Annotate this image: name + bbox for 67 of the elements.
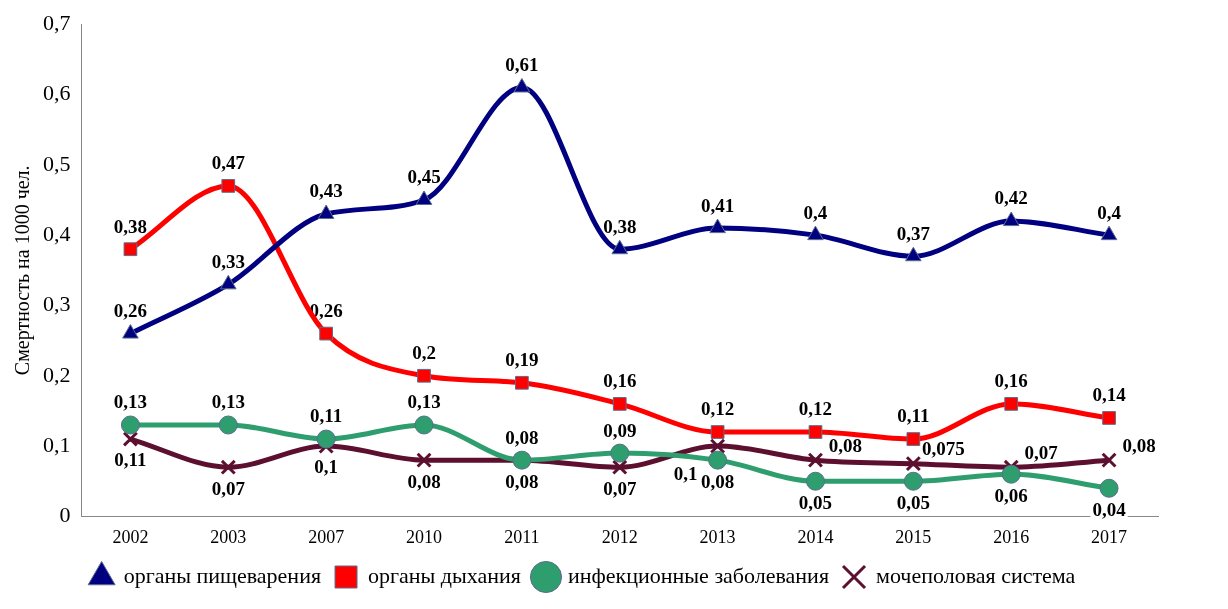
- x-tick-label: 2015: [895, 526, 932, 547]
- data-label: 0,16: [994, 370, 1028, 392]
- data-label: 0,07: [1024, 441, 1059, 463]
- y-axis-title: Смертность на 1000 чел.: [11, 165, 35, 376]
- data-label: 0,33: [211, 250, 245, 272]
- x-tick-label: 2010: [406, 526, 443, 547]
- data-label: 0,11: [897, 405, 930, 427]
- data-label: 0,07: [211, 477, 246, 499]
- y-tick-label: 0,1: [43, 431, 71, 457]
- data-label: 0,1: [673, 463, 698, 485]
- data-label: 0,08: [505, 426, 539, 448]
- data-label: 0,38: [113, 215, 148, 237]
- data-label: 0,37: [896, 222, 931, 244]
- data-label: 0,43: [309, 180, 343, 202]
- x-tick-label: 2003: [210, 526, 247, 547]
- data-label: 0,13: [407, 391, 441, 413]
- legend-label: органы дыхания: [368, 562, 521, 588]
- data-label: 0,05: [798, 491, 833, 513]
- x-tick-label: 2007: [308, 526, 345, 547]
- data-label: 0,075: [921, 438, 965, 460]
- data-label: 0,42: [994, 187, 1028, 209]
- data-label: 0,12: [700, 398, 735, 420]
- data-label: 0,12: [798, 398, 833, 420]
- data-label: 0,26: [113, 299, 148, 321]
- data-label: 0,09: [603, 419, 637, 441]
- data-label: 0,11: [310, 405, 343, 427]
- y-tick-label: 0,4: [43, 220, 71, 246]
- y-tick-label: 0,7: [43, 9, 71, 35]
- data-label: 0,14: [1092, 384, 1127, 406]
- y-tick-label: 0,2: [43, 361, 71, 387]
- y-tick-label: 0: [59, 502, 71, 528]
- data-label: 0,13: [113, 391, 148, 413]
- legend-label: мочеполовая система: [876, 562, 1076, 588]
- legend-label: органы пищеварения: [123, 562, 322, 588]
- x-tick-label: 2011: [504, 526, 540, 547]
- data-label: 0,2: [412, 342, 436, 364]
- data-label: 0,4: [803, 201, 828, 223]
- data-label: 0,06: [994, 484, 1028, 506]
- data-label: 0,07: [603, 477, 637, 499]
- y-tick-label: 0,3: [43, 291, 71, 317]
- data-label: 0,16: [603, 370, 637, 392]
- data-label: 0,47: [211, 152, 246, 174]
- data-label: 0,61: [505, 53, 539, 75]
- x-tick-label: 2014: [797, 526, 834, 547]
- data-label: 0,1: [314, 456, 339, 478]
- data-label: 0,08: [407, 470, 441, 492]
- data-label: 0,08: [505, 470, 539, 492]
- x-tick-label: 2002: [112, 526, 149, 547]
- x-tick-label: 2013: [699, 526, 736, 547]
- data-label: 0,11: [114, 449, 147, 471]
- y-tick-label: 0,5: [43, 150, 71, 176]
- data-label: 0,4: [1097, 201, 1122, 223]
- data-label: 0,08: [828, 434, 863, 456]
- y-tick-label: 0,6: [43, 80, 71, 106]
- legend-label: инфекционные заболевания: [567, 562, 830, 588]
- data-label: 0,05: [896, 491, 930, 513]
- data-label: 0,45: [407, 166, 441, 188]
- data-label: 0,19: [505, 349, 539, 371]
- data-label: 0,08: [1122, 434, 1156, 456]
- data-label: 0,38: [603, 215, 637, 237]
- data-label: 0,08: [700, 470, 735, 492]
- data-label: 0,41: [700, 194, 735, 216]
- x-tick-label: 2017: [1091, 526, 1128, 547]
- data-label: 0,13: [211, 391, 245, 413]
- x-tick-label: 2016: [993, 526, 1030, 547]
- data-label: 0,04: [1092, 498, 1127, 520]
- x-tick-label: 2012: [601, 526, 638, 547]
